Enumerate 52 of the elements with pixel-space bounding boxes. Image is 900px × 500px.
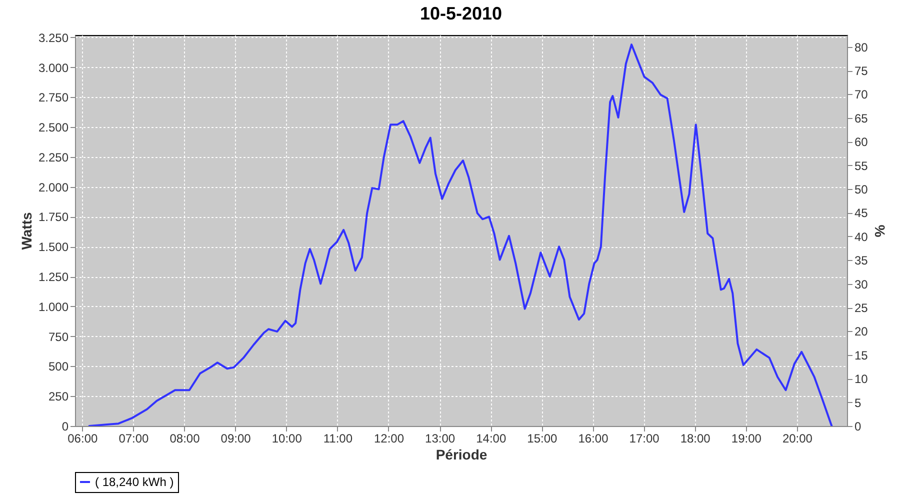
y2-tick-label: 20 [854, 324, 868, 339]
chart-title: 10-5-2010 [420, 3, 502, 24]
x-tick-label: 10:00 [272, 432, 302, 446]
x-axis-title: Période [436, 446, 488, 462]
y-tick-label: 2.500 [38, 120, 69, 135]
y-axis-title: Watts [18, 212, 34, 250]
x-tick-label: 15:00 [527, 432, 558, 446]
x-tick-label: 07:00 [118, 432, 150, 446]
x-tick-label: 17:00 [629, 432, 660, 446]
y2-tick-label: 80 [854, 40, 868, 54]
x-tick-label: 06:00 [68, 432, 98, 446]
x-tick-label: 13:00 [425, 432, 456, 446]
y2-tick-label: 45 [854, 206, 868, 220]
y-tick-label: 1.250 [38, 270, 69, 284]
y-tick-label: 1.500 [38, 240, 69, 254]
y-tick-label: 3.000 [38, 60, 69, 75]
y-tick-label: 2.000 [38, 180, 69, 194]
y2-tick-label: 50 [854, 182, 868, 197]
y2-axis-title: % [872, 224, 888, 238]
y2-tick-label: 55 [854, 158, 868, 173]
y2-tick-label: 35 [854, 254, 868, 268]
x-tick-label: 19:00 [731, 432, 762, 446]
x-tick-label: 12:00 [374, 432, 404, 446]
y-tick-label: 1.000 [38, 300, 69, 314]
y2-tick-label: 0 [854, 420, 862, 434]
y2-tick-label: 5 [854, 396, 862, 410]
y2-tick-label: 30 [854, 277, 868, 292]
line-series [88, 44, 833, 426]
x-tick-label: 16:00 [578, 432, 609, 446]
x-tick-label: 11:00 [323, 432, 353, 446]
x-tick-label: 09:00 [220, 432, 252, 446]
x-tick-label: 20:00 [782, 432, 813, 446]
y2-tick-label: 65 [854, 111, 868, 126]
x-tick-label: 18:00 [680, 432, 711, 446]
y2-tick-label: 25 [854, 301, 868, 316]
y2-tick-label: 70 [854, 88, 868, 102]
y2-tick-label: 60 [854, 135, 868, 150]
y-tick-label: 0 [62, 420, 69, 434]
y-tick-label: 1.750 [38, 210, 69, 224]
y2-tick-label: 10 [854, 372, 868, 386]
y-tick-label: 750 [48, 330, 69, 344]
x-tick-label: 08:00 [170, 432, 200, 446]
y2-tick-label: 15 [854, 348, 868, 362]
y-tick-label: 250 [48, 390, 69, 404]
x-tick-label: 14:00 [476, 432, 506, 446]
y2-tick-label: 40 [854, 230, 868, 244]
legend-label: ( 18,240 kWh ) [95, 475, 174, 489]
y-tick-label: 2.250 [38, 150, 69, 164]
y-tick-label: 500 [48, 360, 69, 374]
y2-tick-label: 75 [854, 64, 868, 78]
y-tick-label: 3.250 [38, 30, 69, 45]
y-tick-label: 2.750 [38, 90, 69, 105]
